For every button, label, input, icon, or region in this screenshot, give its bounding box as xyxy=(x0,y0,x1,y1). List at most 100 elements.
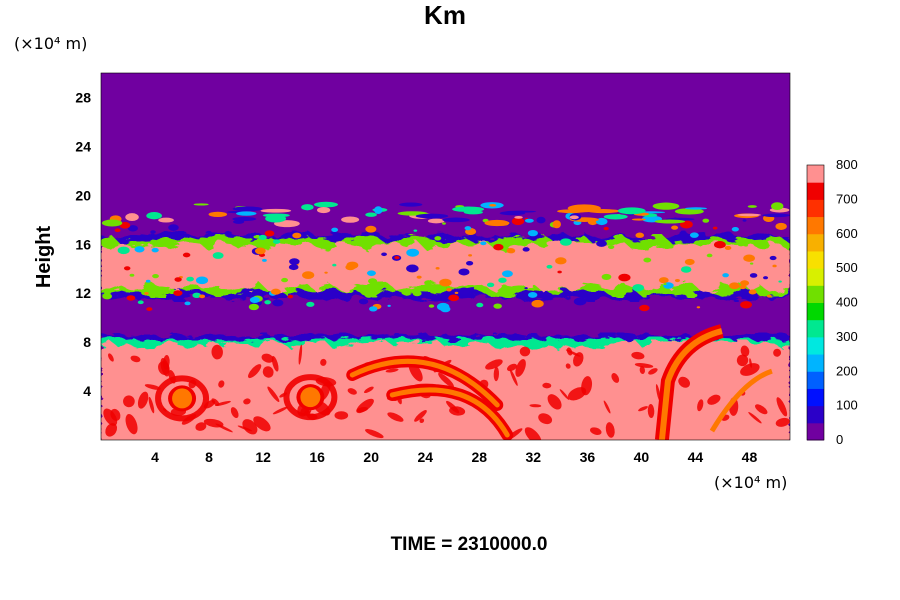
upper-filament xyxy=(427,218,445,224)
turbulence-speck xyxy=(146,307,153,311)
colorbar-swatch xyxy=(807,388,824,407)
turbulence-speck xyxy=(145,279,151,283)
turbulence-speck xyxy=(186,276,194,282)
lower-texture xyxy=(230,407,239,419)
lower-texture xyxy=(589,427,602,435)
turbulence-speck xyxy=(527,292,538,298)
turbulence-speck xyxy=(557,270,562,274)
turbulence-speck xyxy=(406,264,419,273)
lower-texture xyxy=(237,425,253,432)
upper-filament xyxy=(762,213,790,218)
upper-filament xyxy=(747,205,757,208)
upper-filament xyxy=(313,201,338,208)
lower-texture xyxy=(507,363,518,372)
turbulence-speck xyxy=(406,248,420,257)
turbulence-speck xyxy=(127,225,138,232)
x-tick-label: 48 xyxy=(742,449,758,465)
turbulence-speck xyxy=(195,276,209,285)
turbulence-speck xyxy=(573,297,587,306)
turbulence-speck xyxy=(306,301,315,307)
colorbar-tick-label: 100 xyxy=(836,398,858,413)
turbulence-speck xyxy=(555,257,567,265)
colorbar-swatch xyxy=(807,405,824,424)
upper-filament xyxy=(514,215,523,219)
turbulence-speck xyxy=(635,232,645,238)
lower-texture xyxy=(387,412,404,422)
turbulence-speck xyxy=(511,217,525,226)
turbulence-speck xyxy=(264,300,271,305)
y-axis-ticks: 4 8 12 16 20 24 28 xyxy=(75,89,91,399)
upper-filament xyxy=(374,206,383,215)
x-tick-label: 12 xyxy=(255,449,271,465)
lower-texture xyxy=(776,397,788,417)
turbulence-speck xyxy=(332,263,337,267)
lower-texture xyxy=(647,404,655,419)
colorbar-swatch xyxy=(807,319,824,338)
turbulence-speck xyxy=(601,273,612,280)
lower-texture xyxy=(144,384,161,390)
lower-texture xyxy=(218,380,225,388)
turbulence-speck xyxy=(658,277,669,284)
upper-filament xyxy=(125,213,139,221)
turbulence-speck xyxy=(436,302,450,311)
turbulence-speck xyxy=(480,241,487,246)
turbulence-speck xyxy=(603,226,609,231)
x-tick-label: 16 xyxy=(309,449,325,465)
turbulence-speck xyxy=(448,294,460,302)
turbulence-speck xyxy=(324,271,328,274)
upper-filament xyxy=(567,204,601,213)
y-axis-unit: (×10⁴ m) xyxy=(14,34,87,53)
colorbar-tick-label: 500 xyxy=(836,260,858,275)
turbulence-speck xyxy=(151,247,159,253)
turbulence-speck xyxy=(458,268,470,276)
turbulence-speck xyxy=(365,225,377,233)
lower-texture xyxy=(267,386,280,402)
turbulence-speck xyxy=(775,222,787,230)
turbulence-speck xyxy=(126,295,136,301)
y-tick-label: 16 xyxy=(75,236,91,252)
lower-texture xyxy=(515,359,526,377)
lower-texture xyxy=(272,406,288,415)
upper-filament xyxy=(301,204,314,211)
upper-filament xyxy=(654,219,686,224)
upper-filament xyxy=(316,206,331,214)
lower-texture xyxy=(611,373,620,383)
colorbar-swatch xyxy=(807,165,824,183)
turbulence-speck xyxy=(287,294,294,299)
turbulence-speck xyxy=(524,287,528,290)
colorbar-tick-label: 300 xyxy=(836,329,858,344)
turbulence-speck xyxy=(381,252,387,257)
turbulence-speck xyxy=(766,294,772,298)
upper-filament xyxy=(685,207,707,210)
lower-texture xyxy=(634,363,654,368)
turbulence-speck xyxy=(722,273,729,278)
lower-texture xyxy=(108,353,114,362)
lower-texture xyxy=(559,389,570,400)
turbulence-speck xyxy=(458,287,470,295)
lower-texture xyxy=(137,391,149,409)
upper-filament xyxy=(232,206,263,212)
turbulence-speck xyxy=(454,291,459,294)
y-tick-label: 12 xyxy=(75,285,91,301)
x-tick-label: 44 xyxy=(688,449,704,465)
lower-texture xyxy=(446,400,460,414)
plume-branch xyxy=(709,368,773,433)
lower-texture xyxy=(334,411,349,420)
lower-texture xyxy=(347,388,357,395)
y-tick-label: 4 xyxy=(83,383,91,399)
lower-texture xyxy=(519,346,531,357)
turbulence-speck xyxy=(778,280,782,283)
colorbar-tick-label: 0 xyxy=(836,432,843,447)
upper-filament xyxy=(365,212,377,217)
colorbar-swatch xyxy=(807,422,824,441)
turbulence-speck xyxy=(618,273,631,282)
turbulence-speck xyxy=(680,266,692,273)
colorbar-tick-label: 400 xyxy=(836,295,858,310)
lower-texture xyxy=(538,413,553,425)
lower-texture xyxy=(242,419,258,435)
turbulence-speck xyxy=(192,292,201,298)
turbulence-speck xyxy=(134,246,145,253)
turbulence-speck xyxy=(288,264,299,271)
turbulence-speck xyxy=(596,240,607,247)
lower-texture xyxy=(748,412,762,424)
